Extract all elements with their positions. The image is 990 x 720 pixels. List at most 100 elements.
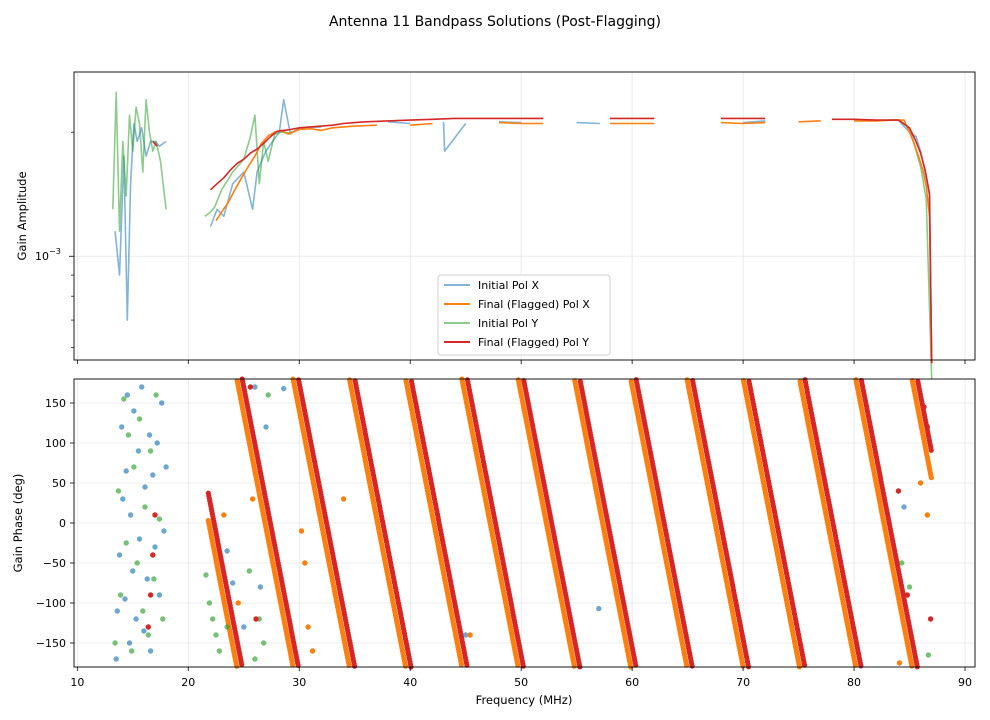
phase-y-tick-label: −150 xyxy=(36,637,66,650)
phase-point-initial-y xyxy=(224,624,230,630)
phase-point-initial-x xyxy=(147,648,154,654)
phase-point-initial-x xyxy=(154,440,160,446)
phase-point-final-x xyxy=(340,496,347,502)
phase-point-final-y xyxy=(895,488,902,494)
phase-ticks: 10 20 30 40 50 60 70 80 90 150 100 50 0 −50 −100 −150 xyxy=(36,397,972,689)
phase-point-initial-x xyxy=(156,592,163,598)
phase-point-initial-y xyxy=(134,560,140,566)
phase-point-initial-y xyxy=(265,392,271,398)
phase-point-initial-x xyxy=(159,400,165,406)
phase-point-final-x xyxy=(896,660,903,666)
phase-ramp-final-x-point xyxy=(234,663,240,669)
phase-y-tick-label: 50 xyxy=(52,477,66,490)
phase-point-initial-y xyxy=(153,392,159,398)
phase-point-initial-x xyxy=(141,628,147,634)
phase-point-final-y xyxy=(150,552,156,558)
phase-ramp-final-x-point xyxy=(290,662,296,668)
legend-label-final-y: Final (Flagged) Pol Y xyxy=(478,336,589,349)
phase-point-initial-x xyxy=(596,605,602,612)
phase-point-final-x xyxy=(221,512,227,518)
phase-ramp-final-y-point xyxy=(239,661,245,668)
phase-series xyxy=(112,376,934,670)
phase-point-final-x xyxy=(302,560,308,566)
phase-point-initial-x xyxy=(124,392,130,398)
phase-point-final-x xyxy=(235,600,241,606)
legend: Initial Pol X Final (Flagged) Pol X Init… xyxy=(437,274,611,356)
legend-label-initial-x: Initial Pol X xyxy=(478,279,539,292)
phase-point-initial-x xyxy=(126,640,133,646)
phase-point-initial-x xyxy=(120,496,126,502)
amplitude-ytick-exponent: −3 xyxy=(49,247,61,256)
legend-box xyxy=(437,274,611,356)
phase-point-initial-y xyxy=(160,616,166,622)
phase-ramp-final-y-point xyxy=(689,663,695,669)
legend-label-initial-y: Initial Pol Y xyxy=(478,317,538,330)
phase-point-initial-y xyxy=(136,416,143,422)
phase-point-final-y xyxy=(145,624,151,630)
phase-point-final-x xyxy=(467,632,473,638)
phase-point-final-x xyxy=(309,648,316,654)
phase-ramp-final-x-point xyxy=(402,663,409,669)
phase-point-initial-y xyxy=(112,640,118,646)
phase-y-tick-label: −100 xyxy=(36,597,66,610)
phase-point-initial-x xyxy=(122,596,128,602)
x-tick-label: 20 xyxy=(181,676,195,689)
phase-ramp-final-y-point xyxy=(633,662,639,668)
phase-ramp-final-x-point xyxy=(571,663,577,669)
phase-ramp-final-x-point xyxy=(684,662,690,668)
phase-ramp-final-y-point xyxy=(352,663,358,669)
phase-point-initial-x xyxy=(252,384,258,390)
phase-point-initial-x xyxy=(463,632,469,638)
phase-point-initial-x xyxy=(230,580,236,586)
phase-point-initial-x xyxy=(281,385,287,392)
phase-ramp-final-y-point xyxy=(858,663,864,669)
phase-point-initial-x xyxy=(114,608,121,614)
phase-point-initial-y xyxy=(213,632,219,638)
phase-point-initial-x xyxy=(263,424,269,430)
phase-point-final-y xyxy=(247,384,254,390)
phase-ramp-final-x-point xyxy=(852,662,859,668)
phase-point-initial-x xyxy=(163,464,169,470)
phase-point-final-y xyxy=(927,616,934,622)
phase-point-final-x xyxy=(305,624,311,630)
phase-point-initial-y xyxy=(156,516,163,522)
phase-point-initial-x xyxy=(257,584,264,590)
figure-title: Antenna 11 Bandpass Solutions (Post-Flag… xyxy=(329,14,661,30)
amplitude-ytick-label: 10−3 xyxy=(35,247,61,263)
x-tick-label: 40 xyxy=(403,676,417,689)
phase-point-initial-x xyxy=(152,544,158,550)
phase-point-initial-y xyxy=(117,592,124,598)
phase-point-initial-y xyxy=(123,540,129,546)
phase-ramp-final-y-point xyxy=(801,662,808,668)
x-tick-label: 60 xyxy=(625,676,639,689)
phase-point-final-y xyxy=(253,616,259,622)
phase-point-initial-y xyxy=(140,608,146,614)
phase-point-initial-x xyxy=(224,548,230,554)
phase-panel: 10 20 30 40 50 60 70 80 90 150 100 50 0 −50 −100 −150 G… xyxy=(11,376,976,707)
phase-point-final-y xyxy=(152,512,158,518)
phase-point-initial-x xyxy=(119,424,125,430)
phase-ramp-final-y-point xyxy=(928,447,934,453)
amplitude-line-final-y xyxy=(152,117,933,364)
phase-ramp-final-y-point xyxy=(464,662,470,668)
phase-point-final-x xyxy=(249,496,256,502)
phase-point-initial-y xyxy=(131,464,137,470)
phase-point-initial-y xyxy=(203,572,209,578)
phase-point-final-x xyxy=(917,480,924,486)
phase-point-initial-x xyxy=(146,432,153,438)
phase-point-initial-x xyxy=(161,528,167,534)
phase-ramp-final-x-point xyxy=(458,661,464,668)
phase-y-tick-label: 100 xyxy=(45,437,66,450)
phase-point-final-y xyxy=(921,404,927,410)
phase-point-initial-y xyxy=(115,488,122,494)
phase-point-initial-x xyxy=(133,616,139,622)
phase-point-initial-y xyxy=(142,504,148,510)
phase-ramp-final-x-point xyxy=(909,663,915,669)
phase-y-tick-label: 0 xyxy=(59,517,66,530)
phase-point-final-y xyxy=(904,592,910,598)
phase-point-initial-x xyxy=(144,576,150,582)
phase-point-initial-y xyxy=(216,648,223,654)
phase-point-final-y xyxy=(924,424,930,430)
x-tick-label: 50 xyxy=(514,676,528,689)
